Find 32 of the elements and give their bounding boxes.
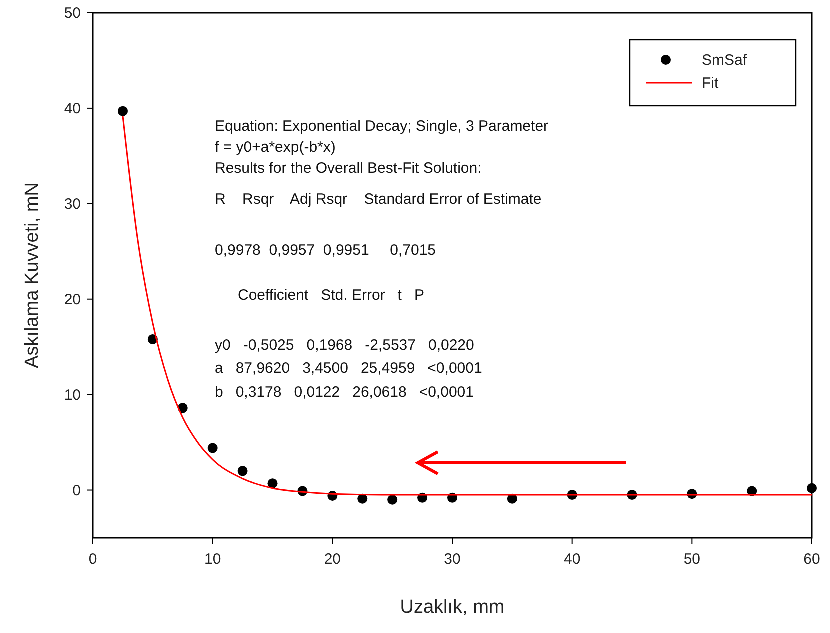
annotation: y0 -0,5025 0,1968 -2,5537 0,0220: [215, 337, 474, 354]
x-tick-label: 0: [88, 551, 98, 568]
x-tick-label: 40: [564, 551, 581, 568]
point: [208, 443, 218, 454]
x-axis-title: Uzaklık, mm: [400, 597, 505, 618]
y-tick-label: 30: [64, 196, 81, 213]
point: [388, 494, 398, 505]
x-tick-label: 20: [324, 551, 342, 568]
x-tick-label: 30: [444, 551, 461, 568]
legend-label: SmSaf: [702, 52, 748, 69]
annotation: b 0,3178 0,0122 26,0618 <0,0001: [215, 384, 474, 401]
point: [118, 106, 128, 116]
annotation: Results for the Overall Best-Fit Solution:: [215, 160, 482, 177]
legend-label: Fit: [702, 75, 720, 92]
y-tick-label: 50: [64, 5, 81, 22]
y-tick-label: 20: [64, 291, 81, 308]
annotation: Coefficient Std. Error t P: [238, 287, 424, 304]
annotation: Equation: Exponential Decay; Single, 3 Parameter: [215, 118, 549, 135]
point: [807, 483, 817, 494]
annotation: R Rsqr Adj Rsqr Standard Error of Estimate: [215, 191, 542, 208]
point: [238, 466, 248, 476]
y-axis-title: Askılama Kuvveti, mN: [22, 182, 43, 368]
annotation: f = y0+a*exp(-b*x): [215, 139, 336, 156]
y-tick-label: 40: [64, 100, 81, 118]
x-tick-label: 50: [684, 551, 701, 568]
annotation: 0,9978 0,9957 0,9951 0,7015: [215, 242, 436, 259]
x-tick-label: 10: [204, 551, 222, 568]
y-tick-label: 0: [72, 482, 81, 500]
y-tick-label: 10: [64, 386, 81, 404]
point: [268, 478, 278, 489]
x-tick-label: 60: [804, 551, 820, 568]
annotation: a 87,9620 3,4500 25,4959 <0,0001: [215, 360, 482, 377]
